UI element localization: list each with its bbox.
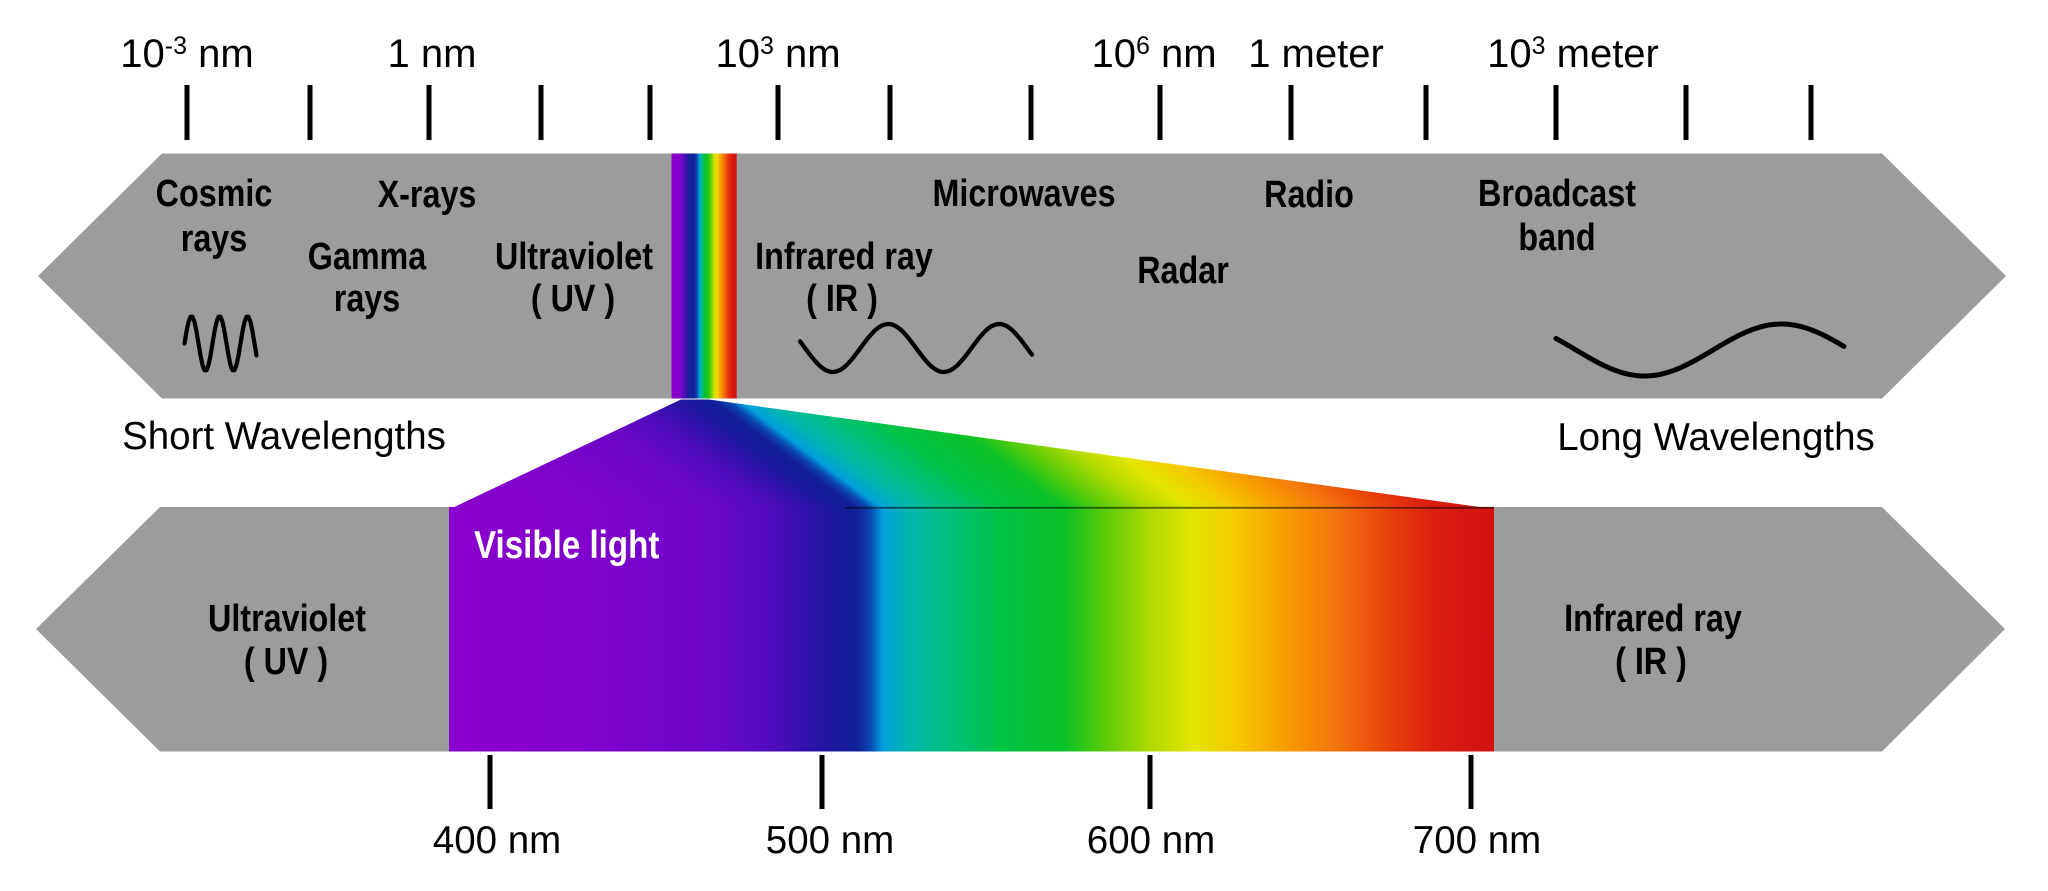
svg-text:( IR ): ( IR ) xyxy=(1615,641,1687,683)
svg-text:Radio: Radio xyxy=(1264,174,1354,216)
svg-text:600 nm: 600 nm xyxy=(1087,819,1215,862)
svg-text:Short Wavelengths: Short Wavelengths xyxy=(122,415,446,458)
svg-text:Broadcast: Broadcast xyxy=(1478,173,1636,215)
svg-text:Radar: Radar xyxy=(1137,250,1229,292)
svg-text:400 nm: 400 nm xyxy=(433,819,561,862)
svg-text:103 meter: 103 meter xyxy=(1487,32,1659,76)
svg-text:700 nm: 700 nm xyxy=(1413,819,1541,862)
svg-text:Ultraviolet: Ultraviolet xyxy=(208,598,366,640)
svg-text:( UV ): ( UV ) xyxy=(244,641,328,683)
svg-text:rays: rays xyxy=(334,278,401,320)
svg-text:Infrared ray: Infrared ray xyxy=(755,236,933,278)
svg-text:X-rays: X-rays xyxy=(378,174,477,216)
svg-text:Visible light: Visible light xyxy=(474,524,659,567)
svg-text:Infrared ray: Infrared ray xyxy=(1564,598,1742,640)
svg-text:Ultraviolet: Ultraviolet xyxy=(495,236,653,278)
svg-text:1 nm: 1 nm xyxy=(388,32,477,76)
svg-text:500 nm: 500 nm xyxy=(766,819,894,862)
svg-text:rays: rays xyxy=(181,218,248,260)
svg-text:10-3 nm: 10-3 nm xyxy=(120,32,253,76)
svg-text:( IR ): ( IR ) xyxy=(806,278,878,320)
svg-text:103 nm: 103 nm xyxy=(715,32,840,76)
svg-text:band: band xyxy=(1518,217,1595,259)
svg-text:Microwaves: Microwaves xyxy=(932,173,1115,215)
svg-text:1 meter: 1 meter xyxy=(1248,32,1384,76)
svg-text:Gamma: Gamma xyxy=(308,236,427,278)
svg-text:Long Wavelengths: Long Wavelengths xyxy=(1557,416,1874,459)
svg-text:106 nm: 106 nm xyxy=(1091,32,1216,76)
svg-text:Cosmic: Cosmic xyxy=(156,173,273,215)
svg-text:( UV ): ( UV ) xyxy=(531,278,615,320)
